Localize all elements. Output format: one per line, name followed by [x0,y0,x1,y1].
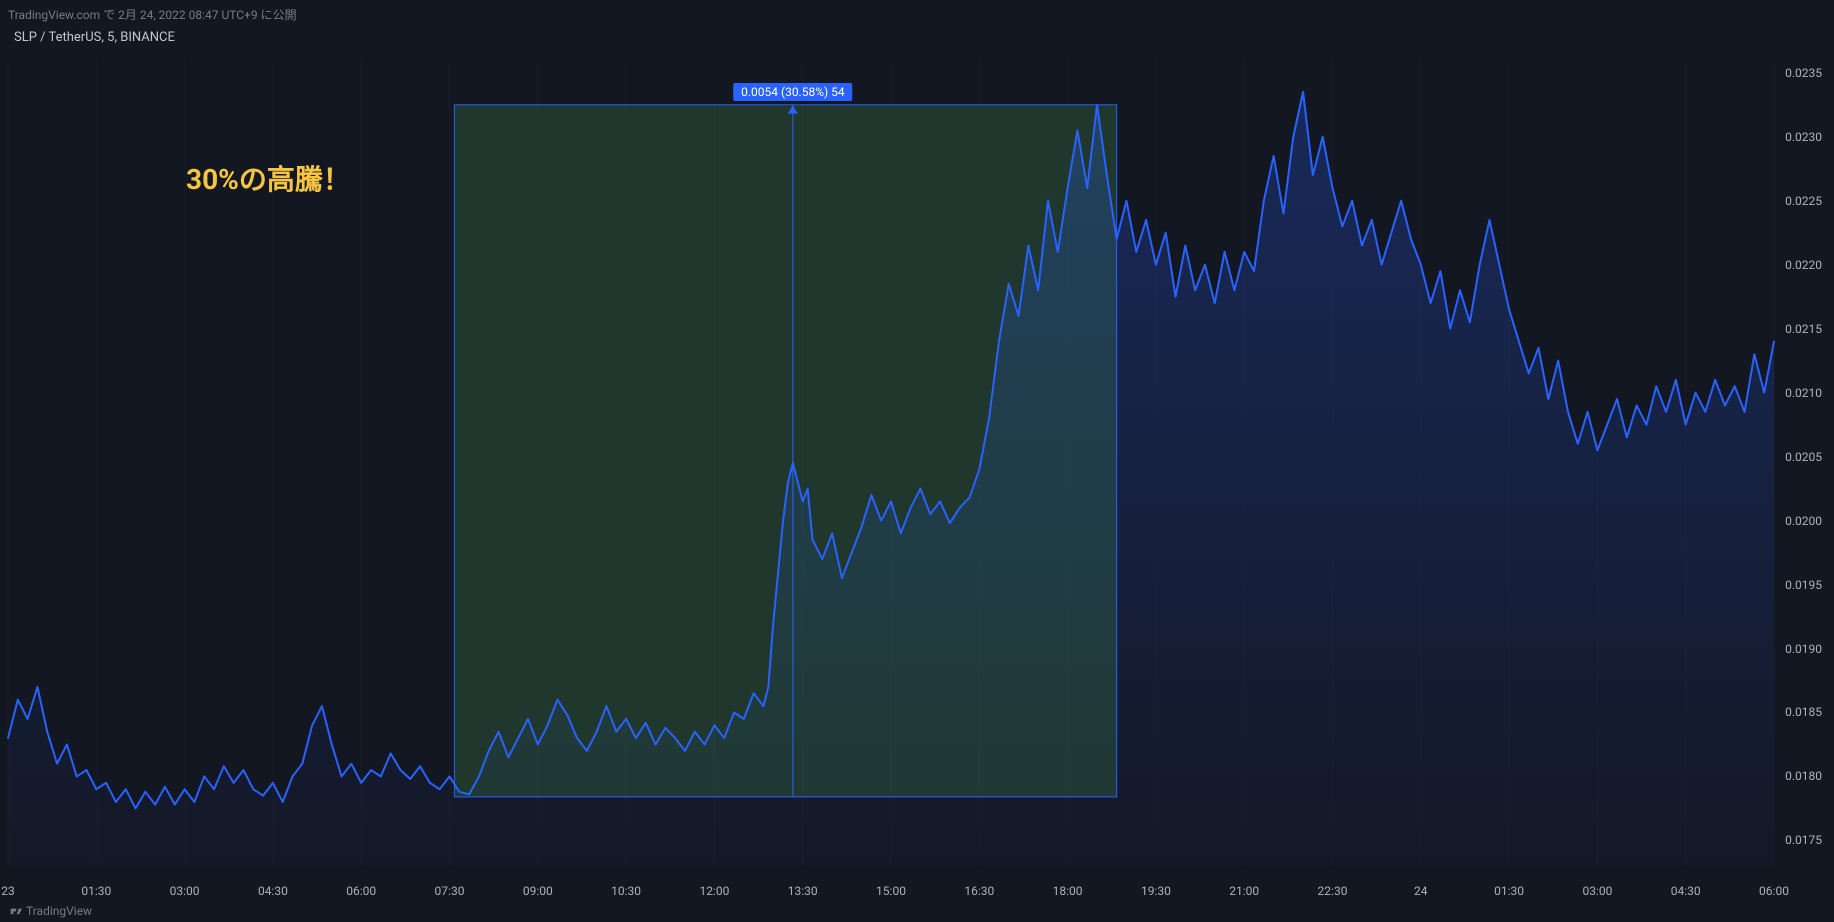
x-axis-label: 13:30 [788,884,818,898]
x-axis-label: 03:00 [170,884,200,898]
x-axis-label: 23 [1,884,15,898]
x-axis-label: 01:30 [1494,884,1524,898]
y-axis-label: 0.0205 [1785,450,1822,464]
x-axis-label: 21:00 [1229,884,1259,898]
x-axis-label: 07:30 [435,884,465,898]
y-axis-label: 0.0220 [1785,258,1822,272]
y-axis-label: 0.0200 [1785,514,1822,528]
x-axis-label: 24 [1414,884,1428,898]
y-axis-label: 0.0180 [1785,769,1822,783]
x-axis-label: 01:30 [81,884,111,898]
x-axis-label: 19:30 [1141,884,1171,898]
x-axis-label: 16:30 [964,884,994,898]
y-axis-label: 0.0230 [1785,130,1822,144]
tradingview-brand: TradingView [8,904,92,918]
x-axis-label: 06:00 [346,884,376,898]
x-axis-label: 22:30 [1318,884,1348,898]
y-axis-label: 0.0175 [1785,833,1822,847]
price-chart[interactable] [0,0,1834,922]
x-axis-label: 12:00 [699,884,729,898]
brand-text: TradingView [26,904,92,918]
measure-badge: 0.0054 (30.58%) 54 [733,83,853,101]
y-axis-label: 0.0235 [1785,66,1822,80]
y-axis-label: 0.0195 [1785,578,1822,592]
tradingview-logo-icon [8,904,22,918]
y-axis-label: 0.0210 [1785,386,1822,400]
x-axis-label: 06:00 [1759,884,1789,898]
x-axis-label: 09:00 [523,884,553,898]
y-axis-label: 0.0215 [1785,322,1822,336]
x-axis-label: 10:30 [611,884,641,898]
y-axis-label: 0.0185 [1785,705,1822,719]
y-axis-label: 0.0190 [1785,642,1822,656]
x-axis-label: 04:30 [1671,884,1701,898]
x-axis-label: 18:00 [1053,884,1083,898]
y-axis-label: 0.0225 [1785,194,1822,208]
x-axis-label: 15:00 [876,884,906,898]
x-axis-label: 03:00 [1582,884,1612,898]
x-axis-label: 04:30 [258,884,288,898]
